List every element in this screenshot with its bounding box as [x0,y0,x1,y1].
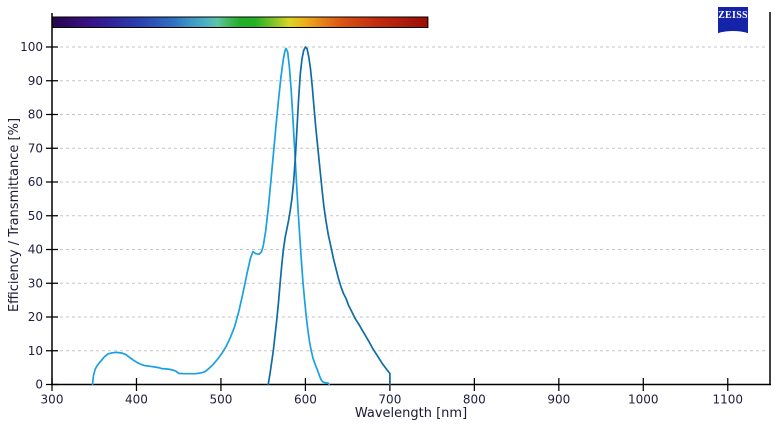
x-tick-label-300: 300 [41,393,64,407]
y-tick-label-80: 80 [28,108,43,122]
y-tick-label-70: 70 [28,141,43,155]
x-tick-label-1100: 1100 [712,393,743,407]
x-axis-title: Wavelength [nm] [354,406,468,421]
emission-spectrum-dark-blue [267,46,391,386]
y-tick-label-90: 90 [28,74,43,88]
y-tick-label-50: 50 [28,209,43,223]
y-tick-label-10: 10 [28,344,43,358]
y-tick-label-100: 100 [20,40,43,54]
x-tick-label-600: 600 [294,393,317,407]
x-tick-label-400: 400 [125,393,148,407]
zeiss-logo-text: ZEISS [718,10,748,21]
x-tick-label-500: 500 [209,393,232,407]
y-tick-label-60: 60 [28,175,43,189]
zeiss-logo: ZEISS [718,7,748,37]
x-tick-label-700: 700 [378,393,401,407]
x-tick-label-900: 900 [547,393,570,407]
y-tick-label-40: 40 [28,243,43,257]
excitation-spectrum-light-blue [91,47,330,386]
y-tick-label-30: 30 [28,276,43,290]
y-axis-title: Efficiency / Transmittance [%] [7,117,22,313]
x-tick-label-1000: 1000 [628,393,659,407]
zeiss-logo-lens-curve-icon [718,31,748,37]
x-tick-label-800: 800 [463,393,486,407]
visible-spectrum-color-bar [52,16,429,28]
y-tick-label-0: 0 [35,378,43,392]
y-tick-label-20: 20 [28,310,43,324]
